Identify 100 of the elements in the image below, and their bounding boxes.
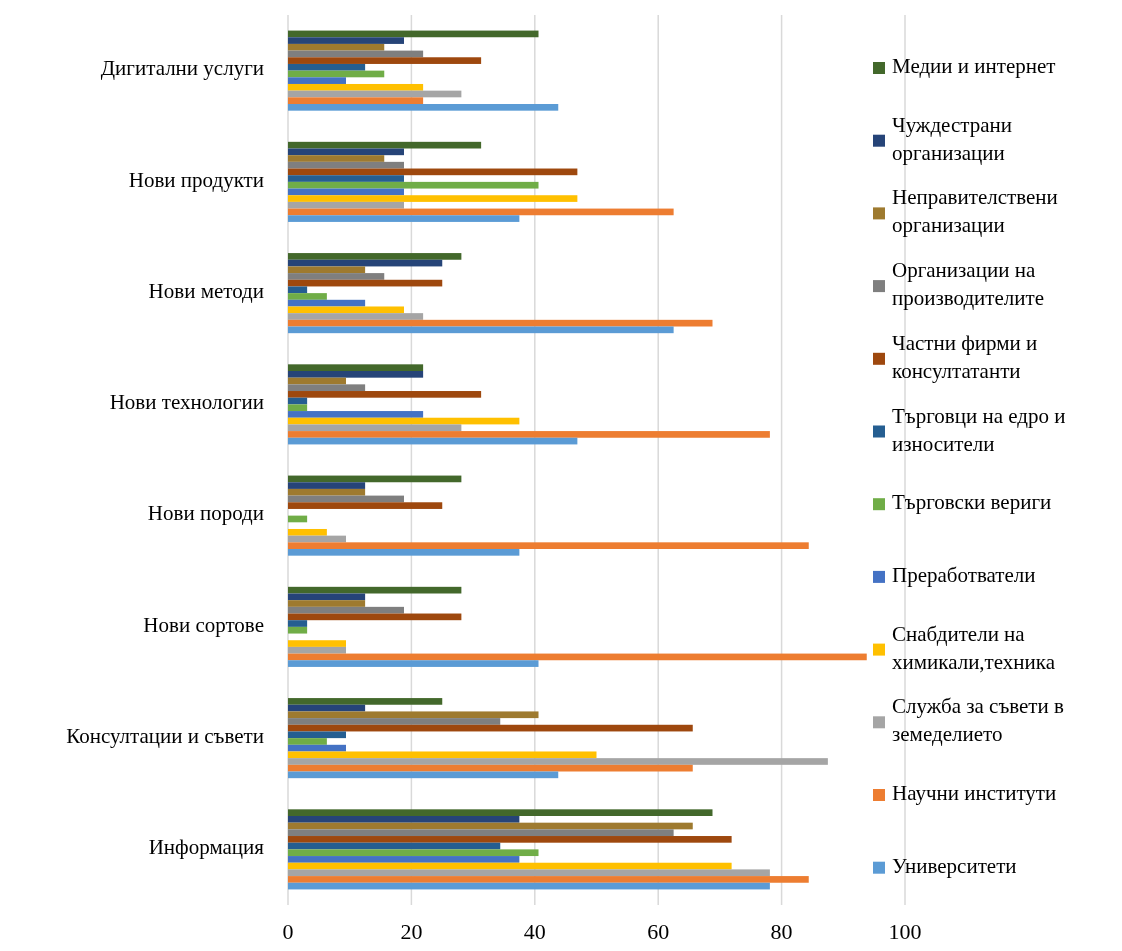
bar (288, 215, 520, 222)
bar (288, 43, 385, 51)
bar (288, 822, 693, 830)
x-tick-label: 0 (282, 919, 294, 944)
bar (288, 201, 404, 209)
bar (288, 660, 539, 667)
bar (288, 417, 520, 425)
bar (288, 293, 327, 300)
y-tick-label: Нови технологии (109, 390, 264, 415)
bar (288, 876, 809, 883)
bar (288, 181, 539, 189)
legend-label: Преработватели (892, 562, 1036, 587)
bar (288, 764, 693, 772)
bar (288, 391, 482, 398)
bar (288, 50, 424, 58)
bar (288, 63, 366, 71)
bar (288, 77, 346, 84)
bar (288, 404, 308, 412)
bar (288, 259, 443, 267)
y-tick-label: Нови методи (148, 278, 264, 303)
bar (288, 141, 482, 149)
x-tick-label: 100 (888, 919, 922, 944)
bar (288, 613, 462, 621)
y-tick-label: Дигитални услуги (100, 56, 264, 81)
bar (288, 528, 327, 536)
bar (288, 326, 674, 334)
x-tick-label: 80 (770, 919, 793, 944)
bar (288, 161, 404, 169)
bar (288, 502, 443, 509)
bar (288, 751, 597, 759)
bar (288, 586, 462, 594)
bar (288, 104, 559, 111)
bar (288, 266, 366, 274)
bar (288, 424, 462, 432)
bar (288, 319, 713, 327)
legend-label: Чуждестрани организации (892, 112, 1012, 165)
legend-label: Търговски вериги (892, 490, 1052, 515)
bar (288, 148, 404, 156)
x-tick-label: 60 (647, 919, 670, 944)
bar (288, 364, 424, 371)
bar (288, 836, 732, 843)
bar (288, 30, 539, 38)
x-tick-label: 40 (523, 919, 546, 944)
bar (288, 738, 327, 745)
bar (288, 704, 366, 712)
bar (288, 306, 404, 314)
bar (288, 70, 385, 78)
bar (288, 646, 346, 654)
bar (288, 411, 424, 418)
legend-label: Частни фирми и консултатанти (892, 330, 1038, 383)
bar (288, 869, 770, 877)
bar (288, 431, 770, 438)
bar (288, 744, 346, 752)
bar (288, 384, 366, 392)
bar (288, 37, 404, 44)
bar (288, 495, 404, 503)
bar (288, 299, 366, 307)
bar (288, 253, 462, 260)
legend-label: Медии и интернет (892, 53, 1056, 78)
legend-label: Неправителствени организации (892, 185, 1058, 238)
bar (288, 829, 674, 837)
bar (288, 279, 443, 287)
bar (288, 724, 693, 732)
legend-label: Търговци на едро и износители (892, 403, 1066, 456)
bar (288, 90, 462, 98)
bar (288, 606, 404, 614)
y-tick-label: Нови сортове (143, 612, 264, 637)
bar (288, 175, 404, 182)
bar (288, 626, 308, 634)
bar (288, 600, 366, 607)
x-tick-label: 20 (400, 919, 423, 944)
y-tick-label: Нови продукти (128, 167, 264, 192)
bar (288, 549, 520, 556)
bar (288, 535, 346, 543)
bar (288, 371, 424, 378)
bar (288, 313, 424, 320)
bar (288, 208, 674, 216)
bar (288, 195, 578, 202)
bar (288, 653, 867, 661)
bar (288, 862, 732, 870)
legend-label: Снабдители на химикали,техника (892, 621, 1056, 674)
y-tick-label: Информация (148, 835, 265, 860)
bar (288, 842, 501, 850)
bar (288, 731, 346, 739)
bar (288, 816, 520, 823)
bar (288, 97, 424, 104)
bar (288, 155, 385, 162)
bar (288, 620, 308, 627)
legend-label: Научни институти (892, 780, 1057, 805)
bar (288, 475, 462, 483)
bar (288, 882, 770, 890)
bar (288, 437, 578, 445)
bar (288, 83, 424, 91)
bar (288, 771, 559, 779)
legend-label: Организации на производителите (892, 257, 1045, 310)
bar (288, 856, 520, 863)
bar (288, 57, 482, 64)
bar (288, 273, 385, 280)
y-tick-label: Консултации и съвети (66, 723, 264, 748)
bar (288, 809, 713, 816)
